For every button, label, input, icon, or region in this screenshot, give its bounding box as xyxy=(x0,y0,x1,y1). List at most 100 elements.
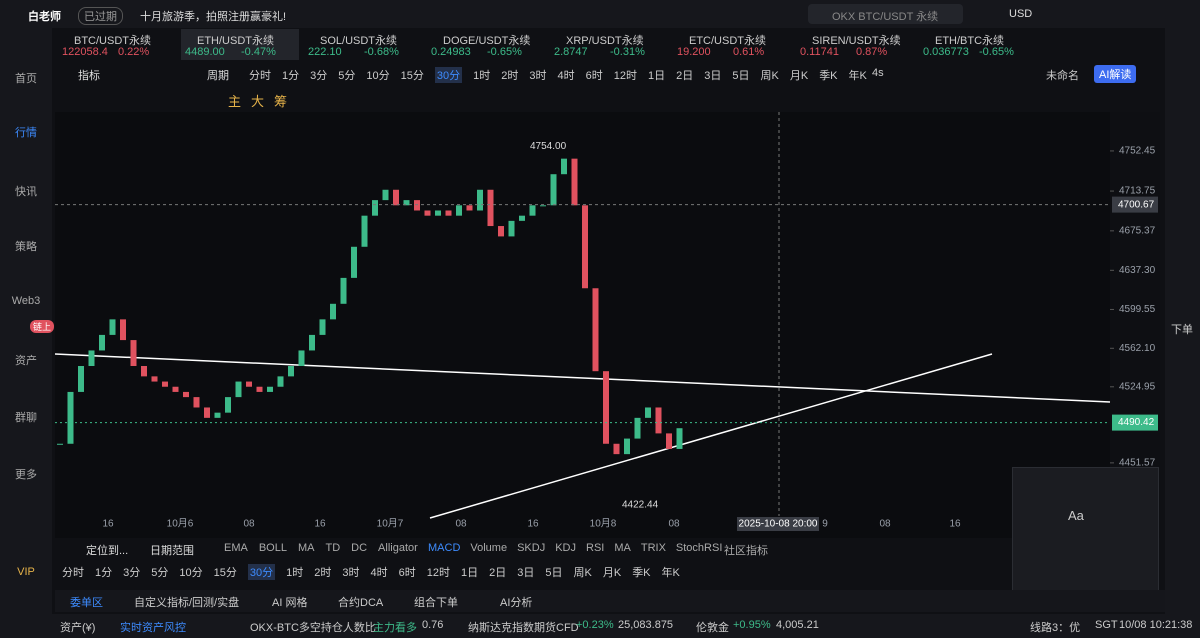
period[interactable]: 6时 xyxy=(585,70,603,82)
indicator-button[interactable]: 指标 xyxy=(78,70,100,82)
ai-button[interactable]: AI解读 xyxy=(1094,65,1137,83)
locate[interactable]: 定位到... xyxy=(86,545,129,557)
period[interactable]: 4时 xyxy=(557,70,575,82)
indicator[interactable]: KDJ xyxy=(555,542,576,554)
indicator[interactable]: MACD xyxy=(428,542,461,554)
period[interactable]: 周K xyxy=(573,567,592,579)
period[interactable]: 3分 xyxy=(123,567,141,579)
period[interactable]: 5分 xyxy=(151,567,169,579)
sidebar-item[interactable]: Web3 xyxy=(11,295,41,307)
indicator[interactable]: EMA xyxy=(224,542,248,554)
period[interactable]: 5日 xyxy=(732,70,750,82)
period[interactable]: 3时 xyxy=(529,70,547,82)
sidebar-item[interactable]: 行情 xyxy=(15,127,37,139)
period[interactable]: 3时 xyxy=(342,567,360,579)
notice[interactable]: 十月旅游季，拍照注册赢豪礼! xyxy=(140,11,287,23)
period[interactable]: 30分 xyxy=(247,564,276,580)
candle xyxy=(109,319,116,335)
ticker[interactable]: BTC/USDT永续 122058.4 0.22% xyxy=(58,29,176,60)
period[interactable]: 15分 xyxy=(213,567,237,579)
ticker[interactable]: SOL/USDT永续 222.10 -0.68% xyxy=(304,29,422,60)
ticker[interactable]: ETC/USDT永续 19.200 0.61% xyxy=(673,29,791,60)
period[interactable]: 1日 xyxy=(461,567,479,579)
draw-tool[interactable]: 大 xyxy=(251,94,265,109)
indicator[interactable]: BOLL xyxy=(258,542,287,554)
period[interactable]: 年K xyxy=(661,567,680,579)
currency[interactable]: USD xyxy=(1009,8,1033,20)
indicator[interactable]: SKDJ xyxy=(517,542,546,554)
indicator[interactable]: DC xyxy=(351,542,368,554)
status-ratio-side: 主力看多 xyxy=(373,622,417,634)
indicator[interactable]: TD xyxy=(325,542,341,554)
period[interactable]: 3日 xyxy=(517,567,535,579)
period[interactable]: 12时 xyxy=(613,70,637,82)
period[interactable]: 月K xyxy=(789,70,809,82)
period[interactable]: 12时 xyxy=(426,567,450,579)
indicator[interactable]: StochRSI xyxy=(675,542,723,554)
sidebar-item[interactable]: 快讯 xyxy=(15,186,37,198)
community[interactable]: 社区指标 xyxy=(724,545,768,557)
indicator[interactable]: TRIX xyxy=(640,542,666,554)
indicator[interactable]: MA xyxy=(297,542,315,554)
tab[interactable]: 自定义指标/回测/实盘 xyxy=(134,597,240,609)
sidebar-item[interactable]: 策略 xyxy=(15,241,37,253)
period[interactable]: 周K xyxy=(760,70,779,82)
ticker[interactable]: XRP/USDT永续 2.8747 -0.31% xyxy=(550,29,668,60)
indicator[interactable]: Volume xyxy=(470,542,508,554)
period[interactable]: 3日 xyxy=(704,70,722,82)
tab[interactable]: 合约DCA xyxy=(338,597,384,609)
top-bar xyxy=(0,0,1200,28)
period[interactable]: 1时 xyxy=(286,567,304,579)
period[interactable]: 10分 xyxy=(366,70,390,82)
ticker[interactable]: DOGE/USDT永续 0.24983 -0.65% xyxy=(427,29,545,60)
ticker[interactable]: SIREN/USDT永续 0.11741 0.87% xyxy=(796,29,914,60)
ticker[interactable]: ETH/BTC永续 0.036773 -0.65% xyxy=(919,29,1037,60)
period[interactable]: 6时 xyxy=(398,567,416,579)
order-button[interactable]: 下单 xyxy=(1171,324,1193,336)
period[interactable]: 5日 xyxy=(545,567,563,579)
period[interactable]: 2时 xyxy=(314,567,332,579)
period[interactable]: 15分 xyxy=(400,70,424,82)
layout-name[interactable]: 未命名 xyxy=(1046,70,1079,82)
period-button[interactable]: 周期 xyxy=(207,70,229,82)
period[interactable]: 2日 xyxy=(676,70,694,82)
period[interactable]: 1分 xyxy=(282,70,300,82)
period[interactable]: 1分 xyxy=(95,567,113,579)
draw-text-tool[interactable]: Aa xyxy=(1068,508,1084,523)
period[interactable]: 月K xyxy=(602,567,622,579)
period[interactable]: 5分 xyxy=(338,70,356,82)
indicator[interactable]: Alligator xyxy=(378,542,418,554)
tab[interactable]: AI 网格 xyxy=(272,597,308,609)
tab[interactable]: 组合下单 xyxy=(414,597,458,609)
period[interactable]: 季K xyxy=(632,567,651,579)
date-range[interactable]: 日期范围 xyxy=(150,545,194,557)
search-box[interactable]: OKX BTC/USDT 永续 xyxy=(808,4,963,24)
candle xyxy=(550,174,557,206)
draw-tool[interactable]: 筹 xyxy=(274,94,288,109)
period[interactable]: 年K xyxy=(848,70,867,82)
period[interactable]: 30分 xyxy=(434,67,463,83)
period[interactable]: 1时 xyxy=(473,70,491,82)
period[interactable]: 4时 xyxy=(370,567,388,579)
refresh[interactable]: 4s xyxy=(872,67,884,79)
period[interactable]: 10分 xyxy=(179,567,203,579)
period[interactable]: 季K xyxy=(819,70,838,82)
ticker-change: 0.61% xyxy=(733,46,765,58)
tab[interactable]: 委单区 xyxy=(70,597,103,609)
indicator[interactable]: MA xyxy=(614,542,631,554)
draw-tool[interactable]: 主 xyxy=(228,94,242,109)
tab[interactable]: AI分析 xyxy=(500,597,533,609)
period[interactable]: 1日 xyxy=(648,70,666,82)
sidebar-item[interactable]: VIP xyxy=(17,566,35,578)
sidebar-item[interactable]: 更多 xyxy=(15,469,37,481)
indicator[interactable]: RSI xyxy=(586,542,605,554)
ticker[interactable]: ETH/USDT永续 4489.00 -0.47% xyxy=(181,29,299,60)
period[interactable]: 2时 xyxy=(501,70,519,82)
period[interactable]: 2日 xyxy=(489,567,507,579)
period[interactable]: 分时 xyxy=(249,70,271,82)
period[interactable]: 分时 xyxy=(62,567,84,579)
period[interactable]: 3分 xyxy=(310,70,328,82)
sidebar-item[interactable]: 首页 xyxy=(15,73,37,85)
sidebar-item[interactable]: 资产 xyxy=(15,355,37,367)
sidebar-item[interactable]: 群聊 xyxy=(15,412,37,424)
